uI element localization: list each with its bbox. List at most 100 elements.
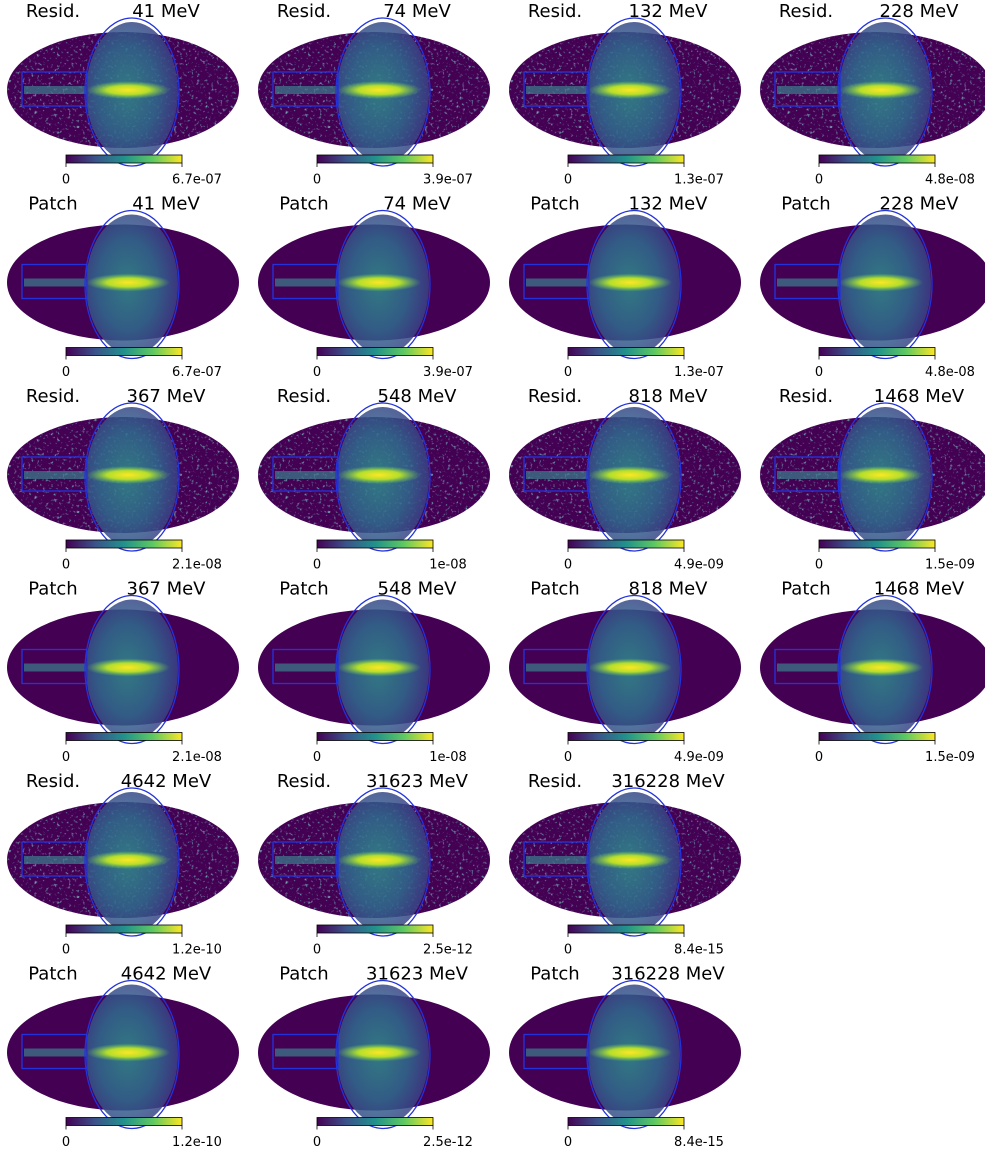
panel-energy: 1468 MeV [874,386,965,407]
colorbar-tick-label: 1.5e-09 [925,558,975,573]
sky-map [7,981,239,1129]
map-plane [588,466,672,484]
figure: Resid.41 MeV06.7e-07Resid.74 MeV03.9e-07… [0,0,985,1157]
map-plane-left [24,279,86,287]
panel: Patch316228 MeV08.4e-15 [509,964,741,1151]
map-plane-left [24,1049,86,1057]
colorbar [568,348,684,356]
panel-label: Resid. [779,1,833,22]
panel-label: Patch [28,964,77,985]
colorbar-tick-label: 1e-08 [429,558,467,573]
panel: Patch367 MeV02.1e-08 [7,579,239,766]
map-plane [588,851,672,869]
panel-label: Patch [279,194,328,215]
sky-map [7,403,239,551]
map-plane [337,274,421,292]
colorbar-tick-label: 0 [62,1135,70,1150]
panel-label: Patch [279,579,328,600]
colorbar-tick-label: 8.4e-15 [674,1135,724,1150]
panel-label: Patch [28,579,77,600]
colorbar [66,1118,182,1126]
colorbar-tick-label: 2.1e-08 [172,750,222,765]
panel-label: Resid. [277,771,331,792]
colorbar-tick-label: 4.9e-09 [674,558,724,573]
panel-label: Patch [781,579,830,600]
map-plane [337,466,421,484]
panel-label: Resid. [277,1,331,22]
panel: Patch548 MeV01e-08 [258,579,490,766]
sky-map [7,18,239,166]
colorbar-tick-label: 4.8e-08 [925,173,975,188]
panel-energy: 4642 MeV [121,964,212,985]
sky-map [760,403,985,551]
colorbar [317,1118,433,1126]
colorbar-tick-label: 0 [564,558,572,573]
sky-map [509,18,741,166]
panel-label: Patch [781,194,830,215]
map-plane [588,274,672,292]
map-plane-left [275,1049,337,1057]
sky-map [7,788,239,936]
map-plane [86,659,170,677]
colorbar-tick-label: 0 [62,750,70,765]
map-plane [839,466,923,484]
map-plane [86,1044,170,1062]
panel-label: Resid. [528,1,582,22]
panel-label: Resid. [26,386,80,407]
colorbar-tick-label: 0 [62,365,70,380]
sky-map [760,18,985,166]
colorbar-tick-label: 0 [313,943,321,958]
colorbar [568,925,684,933]
colorbar-tick-label: 0 [313,558,321,573]
map-plane-left [777,279,839,287]
colorbar [317,540,433,548]
colorbar [568,155,684,163]
colorbar-tick-label: 0 [815,365,823,380]
panel-label: Resid. [528,386,582,407]
colorbar [819,540,935,548]
colorbar-tick-label: 2.5e-12 [423,943,473,958]
map-plane [337,851,421,869]
panel-label: Resid. [26,771,80,792]
colorbar-tick-label: 0 [313,173,321,188]
colorbar-tick-label: 0 [313,1135,321,1150]
map-plane [588,81,672,99]
colorbar-tick-label: 0 [815,558,823,573]
colorbar [819,733,935,741]
map-plane-left [24,856,86,864]
panel-label: Resid. [26,1,80,22]
colorbar-tick-label: 0 [564,173,572,188]
colorbar [568,1118,684,1126]
panel-label: Resid. [528,771,582,792]
sky-map [258,788,490,936]
colorbar-tick-label: 2.5e-12 [423,1135,473,1150]
map-plane-left [526,86,588,94]
map-plane-left [275,86,337,94]
colorbar-tick-label: 0 [564,365,572,380]
colorbar-tick-label: 0 [313,365,321,380]
panel: Patch228 MeV04.8e-08 [760,194,985,381]
map-plane [86,274,170,292]
map-plane-left [24,471,86,479]
panel-label: Patch [530,579,579,600]
colorbar-tick-label: 4.8e-08 [925,365,975,380]
colorbar [66,348,182,356]
colorbar [66,733,182,741]
map-plane-left [526,471,588,479]
sky-map [258,981,490,1129]
panel-energy: 1468 MeV [874,579,965,600]
map-plane-left [24,664,86,672]
map-plane [86,81,170,99]
map-plane [337,1044,421,1062]
panel-energy: 41 MeV [132,1,200,22]
map-plane-left [526,664,588,672]
colorbar-tick-label: 1.2e-10 [172,943,222,958]
panel: Patch132 MeV01.3e-07 [509,194,741,381]
colorbar-tick-label: 0 [62,943,70,958]
